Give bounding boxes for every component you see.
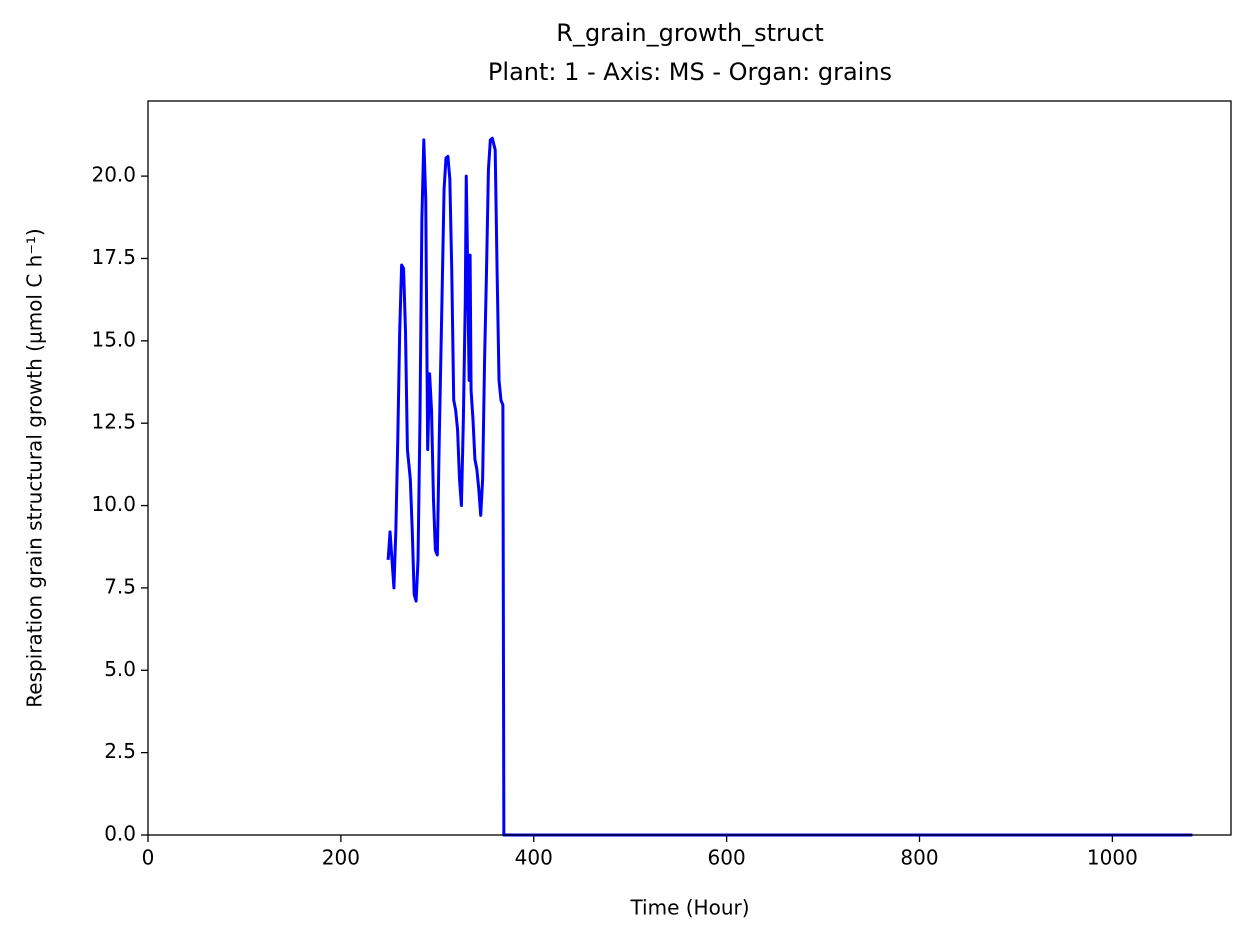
y-tick-label: 10.0: [91, 492, 136, 516]
x-tick-label: 200: [322, 846, 360, 870]
plot-frame: [147, 100, 1232, 836]
x-tick-label: 400: [515, 846, 553, 870]
chart-subtitle: Plant: 1 - Axis: MS - Organ: grains: [488, 58, 892, 86]
y-tick-label: 0.0: [104, 822, 136, 846]
x-tick-label: 800: [900, 846, 938, 870]
x-axis-label: Time (Hour): [629, 896, 749, 920]
y-tick-label: 15.0: [91, 327, 136, 351]
x-tick-label: 600: [708, 846, 746, 870]
x-tick-label: 0: [142, 846, 155, 870]
y-axis-label: Respiration grain structural growth (µmo…: [23, 228, 47, 707]
y-tick-label: 5.0: [104, 657, 136, 681]
data-line: [386, 136, 1193, 837]
y-tick-label: 7.5: [104, 574, 136, 598]
chart-title: R_grain_growth_struct: [556, 19, 823, 47]
y-tick-label: 12.5: [91, 410, 136, 434]
y-tick-label: 20.0: [91, 163, 136, 187]
y-tick-label: 17.5: [91, 245, 136, 269]
x-tick-label: 1000: [1087, 846, 1138, 870]
y-tick-label: 2.5: [104, 739, 136, 763]
